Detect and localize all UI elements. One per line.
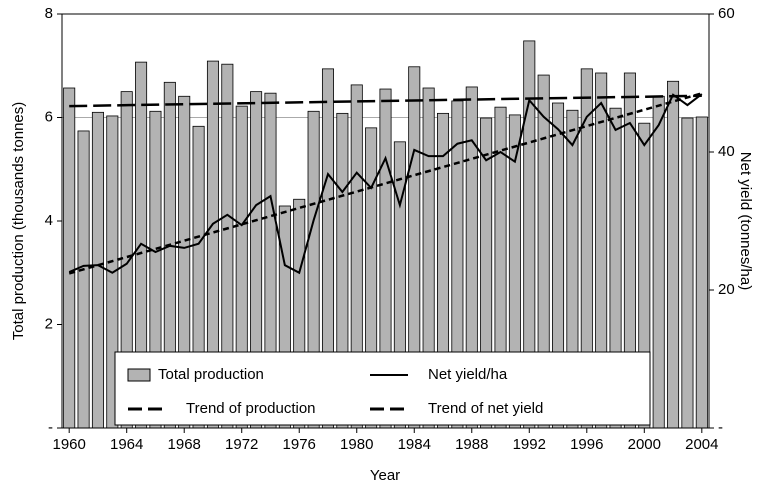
legend-box: [114, 351, 651, 426]
bar: [667, 80, 680, 429]
y-tick-label: 6: [45, 108, 53, 125]
trend-line: [69, 94, 702, 108]
legend-label: Net yield/ha: [428, 366, 508, 383]
y-axis-label: Total production (thousands tonnes): [10, 102, 27, 340]
legend-swatch: [127, 368, 151, 382]
yield-line: [68, 93, 703, 275]
bar: [91, 111, 104, 429]
legend-label: Trend of net yield: [428, 400, 543, 417]
x-tick-label: 1964: [110, 436, 143, 453]
bar: [652, 95, 665, 429]
x-axis-label: Year: [370, 467, 400, 484]
y2-tick-label: 20: [718, 281, 735, 298]
y-tick-label: 4: [45, 212, 53, 229]
x-tick-label: 2004: [685, 436, 718, 453]
bar: [77, 130, 90, 429]
x-tick-label: 2000: [628, 436, 661, 453]
y-tick-label: 2: [45, 315, 53, 332]
x-tick-label: 1972: [225, 436, 258, 453]
y2-axis-label: Net yield (tonnes/ha): [737, 152, 754, 290]
x-tick-label: 1960: [53, 436, 86, 453]
y2-tick-label: -: [718, 419, 723, 436]
x-tick-label: 1980: [340, 436, 373, 453]
bar: [63, 87, 76, 429]
x-tick-label: 1988: [455, 436, 488, 453]
y2-tick-label: 40: [718, 143, 735, 160]
y-tick-label: -: [48, 419, 53, 436]
x-tick-label: 1976: [283, 436, 316, 453]
x-tick-label: 1984: [398, 436, 431, 453]
y2-tick-label: 60: [718, 5, 735, 22]
y-tick-label: 8: [45, 5, 53, 22]
bar: [695, 116, 708, 429]
bar: [681, 117, 694, 429]
legend-label: Trend of production: [186, 400, 316, 417]
legend-label: Total production: [158, 366, 264, 383]
x-tick-label: 1992: [513, 436, 546, 453]
x-tick-label: 1968: [168, 436, 201, 453]
x-tick-label: 1996: [570, 436, 603, 453]
